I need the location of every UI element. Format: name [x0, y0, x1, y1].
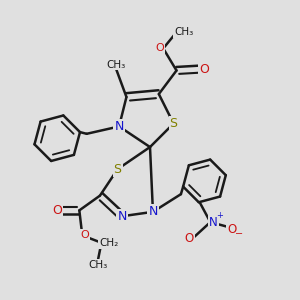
Text: CH₃: CH₃	[174, 27, 194, 37]
Text: CH₃: CH₃	[106, 60, 126, 70]
Text: N: N	[117, 210, 127, 223]
Text: −: −	[235, 229, 243, 238]
Text: CH₂: CH₂	[99, 238, 119, 248]
Text: O: O	[227, 223, 236, 236]
Text: N: N	[209, 216, 218, 229]
Text: +: +	[217, 211, 224, 220]
Text: O: O	[52, 204, 62, 217]
Text: N: N	[114, 120, 124, 133]
Text: S: S	[114, 163, 122, 176]
Text: O: O	[199, 62, 209, 76]
Text: O: O	[81, 230, 90, 240]
Text: S: S	[169, 117, 178, 130]
Text: O: O	[184, 232, 194, 245]
Text: N: N	[148, 205, 158, 218]
Text: CH₃: CH₃	[89, 260, 108, 270]
Text: O: O	[155, 44, 164, 53]
